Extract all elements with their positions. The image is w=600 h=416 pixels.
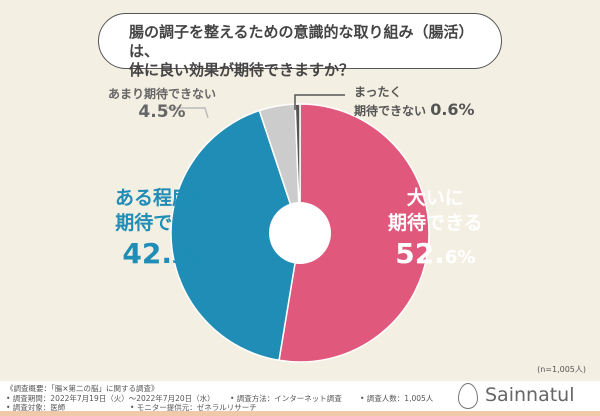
donut-hole	[269, 202, 331, 264]
label-somewhat: ある程度は 期待できる 42.3%	[115, 186, 210, 276]
survey-method: • 調査方法：インターネット調査	[230, 394, 342, 403]
label-text: あまり期待できない	[108, 87, 217, 101]
label-value: 0.6%	[430, 100, 475, 119]
label-text: 大いに	[406, 187, 464, 209]
footer-stripe	[0, 411, 600, 416]
label-text: まったく	[354, 85, 402, 99]
label-text: 期待できる	[115, 212, 210, 234]
label-text: ある程度は	[115, 187, 211, 209]
question-line-2: 体に良い効果が期待できますか？	[129, 61, 355, 79]
brand-name: Sainnatul	[485, 384, 575, 406]
survey-target: • 調査対象：医師	[6, 403, 66, 412]
pie-slice-1	[170, 109, 301, 362]
leader-line-gray	[166, 107, 209, 119]
survey-summary: 《調査概要：「腸×第二の脳」に関する調査》	[6, 384, 159, 393]
brand-logo-icon	[458, 383, 478, 409]
survey-period: • 調査期間：2022年7月19日（火）～2022年7月20日（水）	[6, 394, 215, 403]
survey-provider: • モニター提供元：ゼネラルリサーチ	[130, 403, 257, 412]
label-value-decimal: 3%	[172, 247, 203, 268]
label-value: 4.5%	[138, 102, 186, 122]
sample-size: (n=1,005人)	[537, 365, 586, 374]
pie-slice-0	[278, 103, 430, 363]
label-text: 期待できない	[354, 104, 427, 118]
leader-line-dark	[294, 94, 345, 110]
footer	[0, 381, 600, 411]
label-value: 42.	[122, 237, 173, 270]
label-value: 52.	[395, 237, 445, 270]
label-value-decimal: 6%	[444, 247, 476, 268]
label-somewhat-not: あまり期待できない 4.5%	[108, 85, 216, 122]
question-line-1: 腸の調子を整えるための意識的な取り組み（腸活）は、	[129, 23, 474, 60]
survey-count: • 調査人数：1,005人	[360, 394, 434, 403]
label-not-at-all: まったく 期待できない 0.6%	[354, 83, 475, 119]
question-bubble: 腸の調子を整えるための意識的な取り組み（腸活）は、 体に良い効果が期待できますか…	[98, 13, 502, 79]
label-text: 期待できる	[388, 212, 483, 234]
label-greatly: 大いに 期待できる 52.6%	[388, 186, 483, 276]
